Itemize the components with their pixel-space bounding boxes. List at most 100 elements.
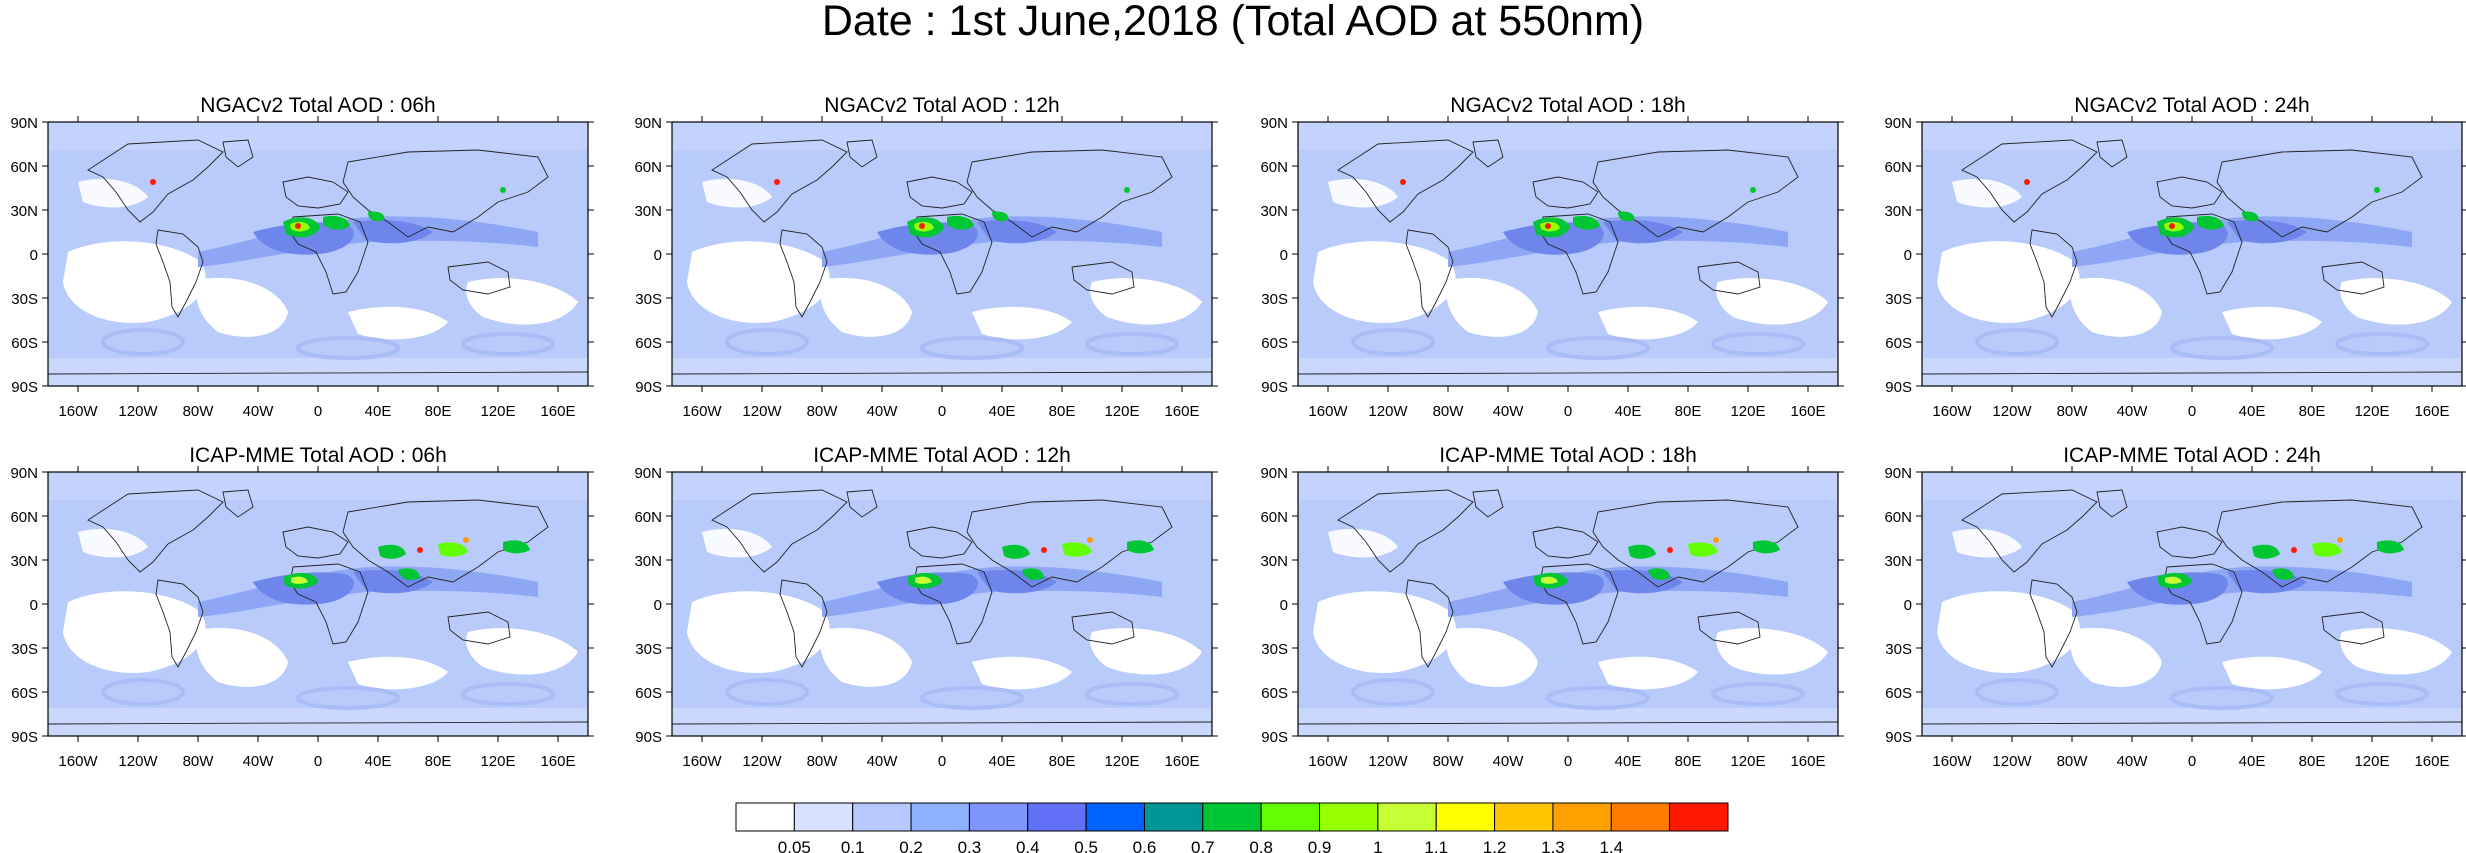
lon-tick-label: 0 (314, 753, 322, 770)
map-panel: ICAP-MME Total AOD : 18h 90N 60N 30N 0 30S 60S… (1260, 444, 1844, 770)
lat-tick-label: 60N (1884, 509, 1912, 526)
lon-tick-label: 0 (1564, 753, 1572, 770)
lat-tick-label: 60N (1260, 509, 1288, 526)
lat-tick-label: 0 (654, 247, 662, 264)
lon-tick-label: 160E (2414, 753, 2449, 770)
colorbar-swatch (1319, 802, 1379, 832)
colorbar-swatch (1494, 802, 1554, 832)
lat-tick-label: 30S (11, 291, 38, 308)
lon-tick-label: 40E (365, 403, 392, 420)
figure-title: Date : 1st June,2018 (Total AOD at 550nm… (821, 0, 1645, 45)
lat-tick-label: 90S (1261, 729, 1288, 746)
lon-tick-label: 0 (938, 403, 946, 420)
lon-tick-label: 120W (1992, 403, 2032, 420)
colorbar-label: 1.4 (1599, 838, 1623, 853)
lat-tick-label: 90N (1884, 465, 1912, 482)
lon-tick-label: 40W (243, 403, 275, 420)
lon-tick-label: 80W (1433, 753, 1465, 770)
lon-tick-label: 40E (2239, 403, 2266, 420)
map-panel: NGACv2 Total AOD : 06h 90N 60N 30N 0 30S 60S 90… (10, 94, 594, 420)
map-panel: NGACv2 Total AOD : 12h 90N 60N 30N 0 30S 60S 90… (634, 94, 1218, 420)
lat-tick-label: 30N (1884, 203, 1912, 220)
lon-tick-label: 40W (2117, 403, 2149, 420)
colorbar-label: 0.8 (1249, 838, 1273, 853)
lon-tick-label: 160W (58, 753, 98, 770)
lat-tick-label: 0 (654, 597, 662, 614)
colorbar-label: 1.3 (1541, 838, 1565, 853)
lat-tick-label: 60N (10, 509, 38, 526)
lat-tick-label: 60N (634, 509, 662, 526)
colorbar-label: 0.05 (778, 838, 811, 853)
colorbar-swatch (793, 802, 854, 832)
aod-field (48, 122, 588, 386)
lat-tick-label: 30N (1260, 203, 1288, 220)
lon-tick-label: 160W (1308, 753, 1348, 770)
lon-tick-label: 160W (682, 403, 722, 420)
lon-tick-label: 40E (989, 753, 1016, 770)
lon-tick-label: 80W (2057, 403, 2089, 420)
colorbar-label: 0.4 (1016, 838, 1040, 853)
lon-tick-label: 40E (1615, 403, 1642, 420)
lat-tick-label: 90S (11, 729, 38, 746)
aod-field (672, 472, 1212, 736)
lat-tick-label: 90S (1885, 379, 1912, 396)
lat-tick-label: 30N (10, 553, 38, 570)
lat-tick-label: 30S (11, 641, 38, 658)
lon-tick-label: 120W (742, 403, 782, 420)
colorbar-label: 1 (1373, 838, 1382, 853)
lon-tick-label: 160W (682, 753, 722, 770)
panel-title: NGACv2 Total AOD : 18h (1450, 94, 1685, 117)
lon-tick-label: 120E (1104, 403, 1139, 420)
lon-tick-label: 40W (243, 753, 275, 770)
lon-tick-label: 160W (1932, 403, 1972, 420)
lon-tick-label: 40W (867, 753, 899, 770)
lon-tick-label: 160W (1308, 403, 1348, 420)
lon-tick-label: 160E (2414, 403, 2449, 420)
lon-tick-label: 80W (2057, 753, 2089, 770)
colorbar-label: 0.9 (1308, 838, 1332, 853)
colorbar-swatch (1552, 802, 1612, 832)
lon-tick-label: 40W (1493, 753, 1525, 770)
map-panel: NGACv2 Total AOD : 24h 90N 60N 30N 0 30S 60S 90… (1884, 94, 2466, 420)
colorbar-swatch (1260, 802, 1321, 832)
lat-tick-label: 0 (1280, 247, 1288, 264)
panel-title: NGACv2 Total AOD : 06h (200, 94, 435, 117)
colorbar-swatch (1377, 802, 1437, 832)
lat-tick-label: 0 (1904, 597, 1912, 614)
colorbar-swatch (968, 802, 1029, 832)
lat-tick-label: 90N (10, 115, 38, 132)
lon-tick-label: 120W (1368, 403, 1408, 420)
lon-tick-label: 120E (1104, 753, 1139, 770)
lon-tick-label: 120E (1730, 753, 1765, 770)
colorbar-swatch (1202, 802, 1262, 832)
lon-tick-label: 80E (425, 753, 452, 770)
lon-tick-label: 40E (989, 403, 1016, 420)
colorbar-label: 1.2 (1483, 838, 1507, 853)
lat-tick-label: 0 (1904, 247, 1912, 264)
aod-colorbar: 0.05 0.1 0.2 0.3 0.4 0.5 0.6 0.7 0.8 0.9 1 1.1 1.2 1.… (735, 802, 1729, 853)
colorbar-label: 0.2 (899, 838, 923, 853)
lon-tick-label: 80W (183, 403, 215, 420)
panel-title: ICAP-MME Total AOD : 24h (2063, 444, 2321, 467)
aod-field (1922, 122, 2462, 386)
lon-tick-label: 160E (540, 403, 575, 420)
lat-tick-label: 60S (635, 335, 662, 352)
map-panel: ICAP-MME Total AOD : 06h 90N 60N 30N 0 30S 60S… (10, 444, 594, 770)
lon-tick-label: 120E (2354, 753, 2389, 770)
lon-tick-label: 160E (1790, 753, 1825, 770)
lon-tick-label: 160E (1790, 403, 1825, 420)
colorbar-label: 0.3 (958, 838, 982, 853)
colorbar-label: 0.6 (1133, 838, 1157, 853)
lon-tick-label: 40E (2239, 753, 2266, 770)
lat-tick-label: 30S (635, 641, 662, 658)
lon-tick-label: 40W (1493, 403, 1525, 420)
colorbar-swatch (910, 802, 970, 832)
lon-tick-label: 80E (1675, 403, 1702, 420)
lon-tick-label: 160E (1164, 753, 1199, 770)
colorbar-swatch (1610, 802, 1671, 832)
lon-tick-label: 120E (2354, 403, 2389, 420)
lon-tick-label: 120E (480, 403, 515, 420)
lat-tick-label: 60S (11, 335, 38, 352)
lon-tick-label: 0 (1564, 403, 1572, 420)
